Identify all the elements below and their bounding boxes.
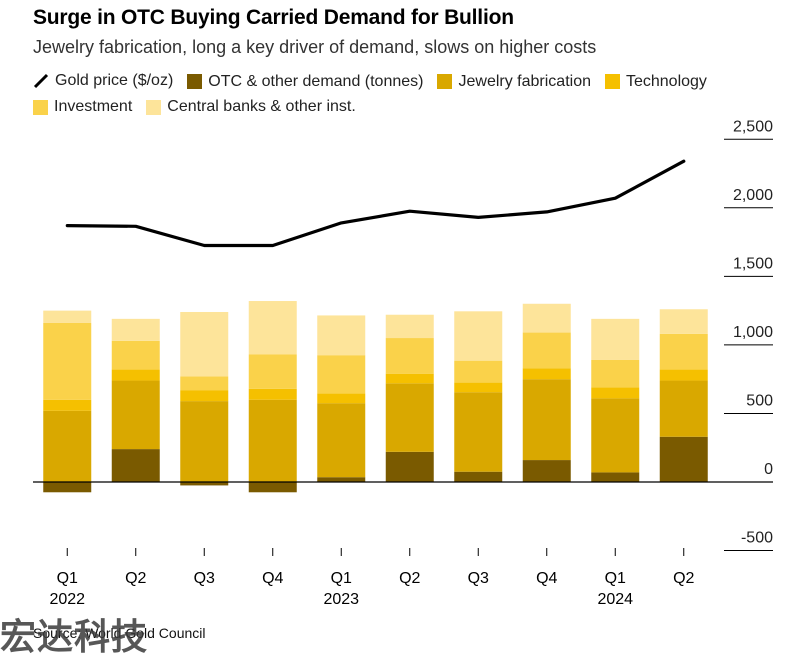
bar-otc	[43, 482, 91, 492]
bar-central	[591, 319, 639, 360]
bar-investment	[523, 333, 571, 369]
x-tick-label: Q1	[605, 570, 626, 587]
x-tick-label: Q1	[331, 570, 352, 587]
bar-jewelry	[523, 379, 571, 460]
bar-central	[386, 315, 434, 338]
x-tick-label: Q2	[673, 570, 694, 587]
bar-otc	[249, 482, 297, 492]
x-year-label: 2022	[49, 591, 85, 608]
x-year-label: 2024	[597, 591, 633, 608]
bar-investment	[249, 354, 297, 388]
bar-central	[660, 309, 708, 334]
y-tick-label: 1,000	[733, 324, 773, 341]
bar-central	[317, 315, 365, 355]
bar-otc	[523, 460, 571, 482]
bar-jewelry	[454, 392, 502, 472]
x-tick-label: Q3	[468, 570, 489, 587]
bar-jewelry	[180, 401, 228, 482]
x-tick-label: Q1	[57, 570, 78, 587]
bar-technology	[386, 374, 434, 384]
x-tick-label: Q2	[125, 570, 146, 587]
bar-investment	[591, 360, 639, 387]
bar-jewelry	[386, 383, 434, 452]
bar-investment	[454, 361, 502, 383]
x-tick-label: Q4	[262, 570, 283, 587]
bar-otc	[386, 452, 434, 482]
bar-technology	[249, 389, 297, 400]
bar-jewelry	[112, 381, 160, 450]
bar-otc	[317, 477, 365, 482]
bar-jewelry	[317, 403, 365, 477]
bar-investment	[180, 376, 228, 390]
bar-jewelry	[660, 381, 708, 437]
bar-investment	[660, 334, 708, 370]
bar-investment	[317, 355, 365, 393]
bar-technology	[112, 370, 160, 381]
bar-otc	[591, 472, 639, 482]
bar-otc	[454, 472, 502, 482]
bar-otc	[660, 437, 708, 482]
gold-price-line	[67, 161, 684, 245]
bar-otc	[112, 449, 160, 482]
y-tick-label: 0	[764, 461, 773, 478]
bar-jewelry	[43, 411, 91, 482]
bar-central	[180, 312, 228, 376]
bar-jewelry	[249, 400, 297, 482]
bar-technology	[180, 390, 228, 401]
y-tick-label: 2,500	[733, 118, 773, 135]
y-tick-label: 500	[746, 392, 773, 409]
bar-central	[112, 319, 160, 341]
x-tick-label: Q2	[399, 570, 420, 587]
bar-technology	[43, 400, 91, 411]
bar-technology	[591, 387, 639, 398]
y-tick-label: 1,500	[733, 255, 773, 272]
bar-investment	[112, 341, 160, 370]
x-tick-label: Q4	[536, 570, 557, 587]
bar-technology	[454, 383, 502, 393]
bar-investment	[386, 338, 434, 374]
bar-central	[523, 304, 571, 333]
x-year-label: 2023	[323, 591, 359, 608]
bar-jewelry	[591, 398, 639, 472]
bar-technology	[523, 368, 571, 379]
bar-investment	[43, 323, 91, 400]
bar-technology	[317, 394, 365, 404]
y-tick-label: 2,000	[733, 187, 773, 204]
bar-central	[454, 311, 502, 360]
bar-central	[43, 311, 91, 323]
bar-technology	[660, 370, 708, 381]
y-tick-label: -500	[741, 530, 773, 547]
x-tick-label: Q3	[194, 570, 215, 587]
bar-central	[249, 301, 297, 354]
watermark-logo: 宏达科技	[0, 608, 148, 660]
